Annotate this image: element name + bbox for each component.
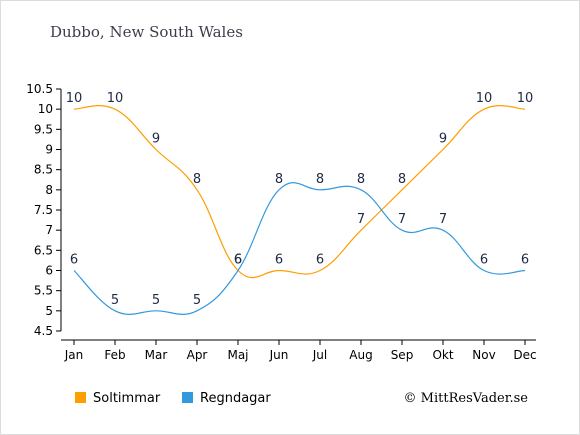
y-tick-label: 7 [45, 223, 53, 237]
y-tick-label: 6.5 [34, 243, 53, 257]
data-label-regndagar: 7 [398, 212, 406, 227]
data-label-soltimmar: 8 [193, 172, 201, 187]
legend-label-soltimmar: Soltimmar [93, 391, 161, 406]
y-tick-label: 4.5 [34, 324, 53, 338]
x-tick-label: Jun [269, 348, 289, 362]
data-label-soltimmar: 8 [398, 172, 406, 187]
data-label-regndagar: 6 [521, 253, 529, 268]
x-tick-label: Nov [472, 348, 495, 362]
data-label-regndagar: 7 [439, 212, 447, 227]
y-tick-label: 7.5 [34, 203, 53, 217]
data-label-regndagar: 5 [152, 293, 160, 308]
credit-text: © MittResVader.se [404, 391, 529, 406]
data-label-soltimmar: 10 [517, 91, 534, 106]
data-label-soltimmar: 6 [275, 253, 283, 268]
legend-swatch-soltimmar [75, 392, 86, 403]
x-tick-label: Jan [64, 348, 84, 362]
x-tick-label: Aug [349, 348, 372, 362]
data-label-soltimmar: 7 [357, 212, 365, 227]
data-label-regndagar: 6 [480, 253, 488, 268]
series-layer [73, 105, 526, 315]
data-label-soltimmar: 9 [439, 132, 447, 147]
y-tick-label: 9 [45, 143, 53, 157]
legend: Soltimmar Regndagar [75, 391, 271, 406]
y-tick-label: 5 [45, 304, 53, 318]
y-tick-label: 10.5 [26, 82, 53, 96]
x-tick-label: Feb [104, 348, 125, 362]
x-tick-label: Sep [391, 348, 414, 362]
legend-label-regndagar: Regndagar [200, 391, 271, 406]
legend-swatch-regndagar [182, 392, 193, 403]
y-tick-label: 5.5 [34, 284, 53, 298]
x-tick-label: Dec [513, 348, 536, 362]
data-label-soltimmar: 9 [152, 132, 160, 147]
x-tick-label: Mar [145, 348, 168, 362]
y-tick-label: 8 [45, 183, 53, 197]
x-tick-label: Apr [187, 348, 208, 362]
data-label-soltimmar: 10 [66, 91, 83, 106]
data-label-regndagar: 5 [111, 293, 119, 308]
x-tick-label: Maj [227, 348, 248, 362]
data-label-regndagar: 8 [275, 172, 283, 187]
x-tick-label: Okt [432, 348, 453, 362]
chart-axes: 4.5 5 5.5 6 6.5 7 7.5 8 8.5 9 9.5 10 10.5 Jan Feb Mar Ap… [26, 82, 536, 362]
x-tick-label: Jul [312, 348, 327, 362]
series-line-soltimmar [73, 105, 526, 279]
data-label-soltimmar: 10 [107, 91, 124, 106]
data-label-regndagar: 8 [316, 172, 324, 187]
data-label-soltimmar: 6 [316, 253, 324, 268]
y-tick-label: 9.5 [34, 122, 53, 136]
data-label-regndagar: 6 [70, 253, 78, 268]
chart-title: Dubbo, New South Wales [50, 23, 243, 41]
data-label-regndagar: 8 [357, 172, 365, 187]
data-label-soltimmar: 6 [234, 253, 242, 268]
data-label-soltimmar: 10 [476, 91, 493, 106]
data-label-regndagar: 5 [193, 293, 201, 308]
data-label-regndagar: 6 [234, 253, 242, 268]
series-line-regndagar [73, 182, 526, 315]
y-tick-label: 10 [38, 102, 53, 116]
y-tick-label: 6 [45, 264, 53, 278]
y-tick-label: 8.5 [34, 163, 53, 177]
